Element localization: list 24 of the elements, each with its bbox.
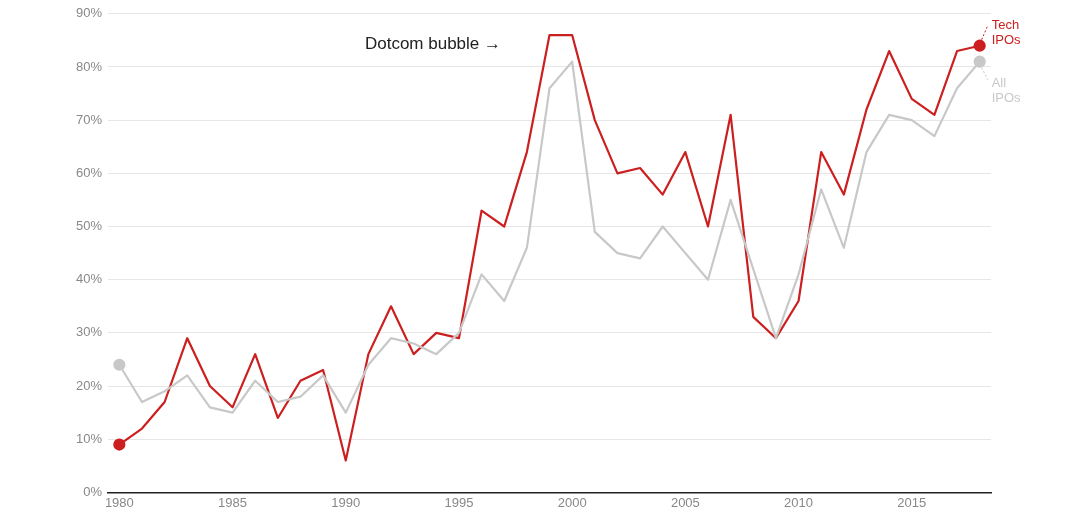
y-tick-label: 50% (75, 218, 103, 234)
x-tick-label: 1990 (331, 494, 361, 510)
y-tick-label: 70% (75, 111, 103, 127)
x-tick-label: 1995 (444, 494, 474, 510)
y-tick-label: 10% (75, 430, 103, 446)
x-tick-label: 2000 (557, 494, 587, 510)
point (973, 55, 986, 68)
point (113, 358, 126, 371)
y-tick-label: 20% (75, 377, 103, 393)
x-tick-label: 1980 (104, 494, 134, 510)
legend-label: Tech IPOs (991, 17, 1022, 48)
x-tick-label: 2005 (670, 494, 700, 510)
y-tick-label: 30% (75, 324, 103, 340)
x-tick-label: 2015 (897, 494, 927, 510)
y-tick-label: 40% (75, 271, 103, 287)
y-tick-label: 80% (75, 58, 103, 74)
x-tick-label: 1985 (218, 494, 247, 510)
y-tick-label: 60% (75, 164, 103, 180)
point (973, 39, 986, 52)
y-tick-label: 0% (83, 483, 103, 499)
point (113, 438, 126, 451)
y-tick-label: 90% (75, 5, 103, 21)
x-tick-label: 2010 (784, 494, 814, 510)
annotation: Dotcom bubble → (364, 34, 501, 54)
